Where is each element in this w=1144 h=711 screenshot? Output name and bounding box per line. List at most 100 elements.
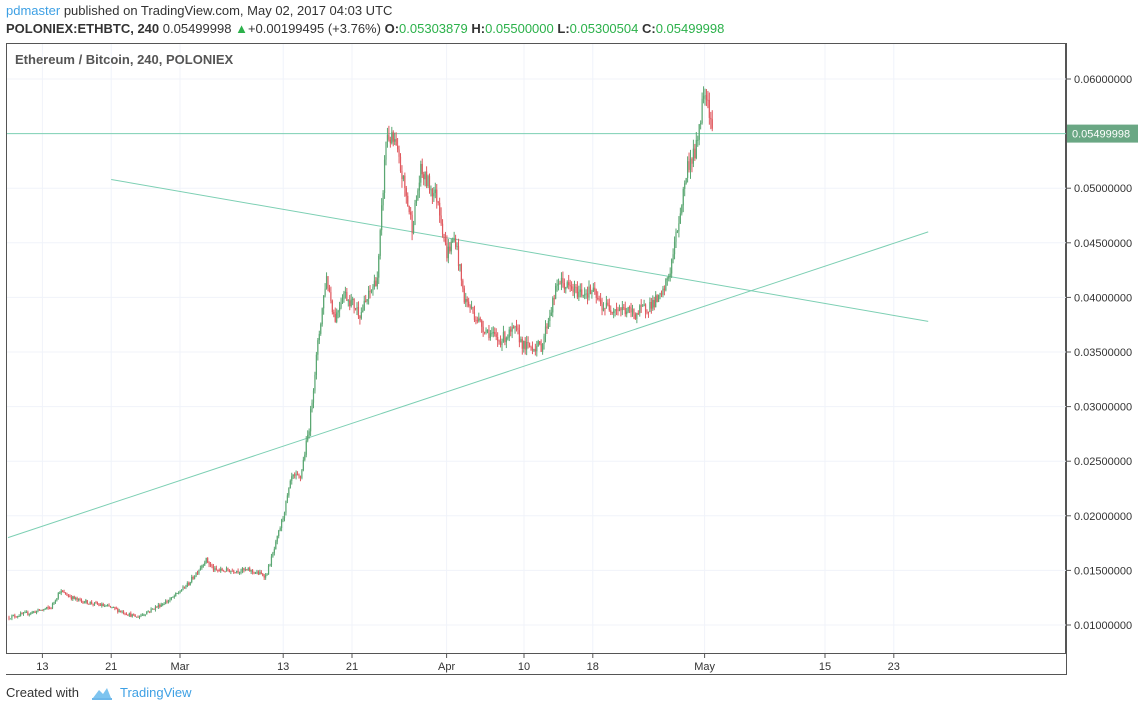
candle-body (288, 488, 290, 496)
candle-body (37, 609, 39, 611)
candle-body (227, 568, 229, 571)
price-axis[interactable]: 0.01000000 0.01500000 0.02000000 0.02500000… (1066, 74, 1132, 632)
candle-body (510, 329, 512, 332)
candle-body (362, 310, 364, 313)
candle-body (633, 309, 635, 315)
candle-body (192, 576, 194, 579)
candle-body (681, 205, 683, 214)
candle-body (231, 570, 233, 572)
candle-body (138, 616, 141, 618)
trendlines[interactable] (7, 178, 929, 539)
candle-body (18, 615, 20, 617)
candle-body (359, 316, 361, 319)
candle-body (559, 283, 561, 285)
up-arrow-icon: ▲ (235, 21, 248, 36)
candle-body (473, 312, 476, 320)
time-axis[interactable]: 13 21 Mar 13 21 Apr 10 18 May 15 23 (36, 654, 900, 673)
candle-body (556, 284, 558, 286)
candle-body (428, 176, 431, 190)
candle-body (282, 518, 284, 520)
candle-body (389, 139, 391, 144)
candle-body (524, 340, 526, 350)
candle-body (254, 572, 257, 574)
candle-body (207, 557, 209, 563)
y-tick-label: 0.06000000 (1074, 74, 1132, 86)
candle-body (156, 606, 158, 608)
candle-body (295, 474, 297, 476)
candle-body (584, 294, 586, 296)
candle-body (695, 139, 697, 159)
candle-body (25, 611, 27, 613)
chart-area[interactable]: Ethereum / Bitcoin, 240, POLONIEX 0.0100… (6, 43, 1138, 675)
candle-body (617, 310, 619, 312)
trendline (111, 178, 929, 322)
candle-body (67, 595, 70, 597)
candle-body (598, 298, 600, 300)
candle-body (252, 569, 254, 572)
author-link[interactable]: pdmaster (6, 3, 61, 18)
price-chart[interactable]: Ethereum / Bitcoin, 240, POLONIEX 0.0100… (6, 43, 1138, 675)
candle-body (704, 95, 706, 97)
candle-body (14, 615, 16, 617)
candle-body (489, 333, 491, 339)
candle-body (310, 408, 312, 432)
candle-body (225, 568, 228, 572)
candle-body (121, 611, 123, 613)
candle-body (73, 596, 75, 599)
candle-body (256, 571, 258, 573)
candle-body (357, 307, 360, 317)
candle-body (514, 325, 516, 328)
candle-body (688, 161, 690, 170)
candle-body (494, 332, 496, 335)
candle-body (369, 290, 371, 292)
candle-body (423, 174, 425, 180)
x-tick-label: 21 (105, 661, 117, 673)
candle-body (455, 238, 457, 247)
candle-body (507, 337, 509, 339)
candle-body (101, 604, 103, 606)
candle-body (627, 307, 629, 312)
candle-body (460, 264, 462, 281)
publish-line: pdmaster published on TradingView.com, M… (6, 3, 392, 19)
candle-body (172, 596, 174, 598)
candle-body (275, 541, 277, 550)
candle-body (568, 282, 570, 286)
candle-body (560, 277, 563, 285)
candle-body (456, 246, 458, 248)
y-tick-label: 0.01500000 (1074, 565, 1132, 577)
candle-body (147, 611, 149, 613)
candle-body (223, 570, 225, 572)
x-tick-label: 13 (36, 661, 48, 673)
candle-body (426, 171, 428, 187)
candle-body (589, 286, 592, 294)
candle-body (70, 597, 72, 599)
candle-body (653, 300, 655, 308)
candle-body (262, 573, 264, 576)
candle-body (215, 568, 217, 570)
candle-body (279, 528, 281, 531)
candle-body (308, 431, 310, 435)
candle-body (317, 340, 319, 355)
candle-body (608, 304, 610, 311)
candle-body (602, 308, 605, 311)
candle-body (354, 308, 357, 310)
candle-body (88, 603, 90, 605)
candle-body (375, 280, 377, 287)
y-tick-label: 0.04000000 (1074, 292, 1132, 304)
candle-body (476, 320, 478, 322)
candle-body (527, 342, 529, 344)
x-tick-label: 23 (888, 661, 900, 673)
candle-body (571, 286, 573, 289)
candle-body (66, 594, 68, 596)
candle-body (250, 569, 252, 572)
last-price-text: 0.05499998 (1072, 129, 1130, 141)
candle-body (626, 311, 628, 315)
candle-body (291, 476, 293, 481)
tradingview-cloud-icon[interactable] (91, 686, 113, 700)
candle-body (446, 242, 448, 259)
candle-body (546, 326, 548, 329)
tradingview-link[interactable]: TradingView (120, 685, 192, 700)
candle-body (659, 293, 661, 295)
candle-body (452, 240, 454, 242)
candle-body (289, 480, 291, 489)
